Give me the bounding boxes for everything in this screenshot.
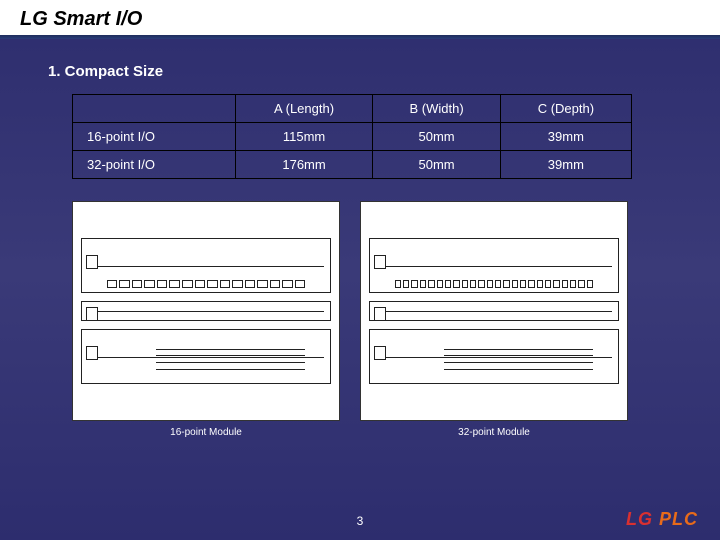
logo-lg-text: LG: [626, 509, 653, 529]
diagram-16pt-top: [81, 238, 331, 293]
diagram-16pt-side: [81, 329, 331, 384]
terminal-row-icon: [395, 280, 593, 288]
caption-32pt: 32-point Module: [360, 427, 628, 438]
col-header: C (Depth): [500, 95, 631, 123]
diagrams-row: [72, 201, 680, 421]
row-label: 32-point I/O: [73, 151, 236, 179]
terminal-row-icon: [107, 280, 305, 288]
diagram-16pt: [72, 201, 340, 421]
diagram-32pt-side: [369, 329, 619, 384]
table-corner-cell: [73, 95, 236, 123]
col-header: B (Width): [373, 95, 500, 123]
diagram-captions: 16-point Module 32-point Module: [72, 427, 680, 438]
row-label: 16-point I/O: [73, 123, 236, 151]
table-row: 32-point I/O 176mm 50mm 39mm: [73, 151, 632, 179]
table-cell: 50mm: [373, 151, 500, 179]
table-cell: 115mm: [235, 123, 373, 151]
table-cell: 176mm: [235, 151, 373, 179]
vent-slots-icon: [156, 346, 305, 373]
content-area: 1. Compact Size A (Length) B (Width) C (…: [0, 39, 720, 438]
footer-logo: LG PLC: [626, 509, 698, 530]
caption-16pt: 16-point Module: [72, 427, 340, 438]
diagram-32pt-profile: [369, 301, 619, 321]
slide-title: LG Smart I/O: [20, 8, 700, 31]
table-cell: 39mm: [500, 123, 631, 151]
dimensions-table: A (Length) B (Width) C (Depth) 16-point …: [72, 94, 632, 179]
diagram-32pt: [360, 201, 628, 421]
vent-slots-icon: [444, 346, 593, 373]
section-title: 1. Compact Size: [48, 63, 680, 80]
table-cell: 39mm: [500, 151, 631, 179]
slide-header: LG Smart I/O: [0, 0, 720, 35]
diagram-32pt-top: [369, 238, 619, 293]
col-header: A (Length): [235, 95, 373, 123]
table-header-row: A (Length) B (Width) C (Depth): [73, 95, 632, 123]
page-number: 3: [357, 514, 364, 528]
table-row: 16-point I/O 115mm 50mm 39mm: [73, 123, 632, 151]
diagram-16pt-profile: [81, 301, 331, 321]
logo-plc-text: PLC: [659, 509, 698, 529]
table-cell: 50mm: [373, 123, 500, 151]
